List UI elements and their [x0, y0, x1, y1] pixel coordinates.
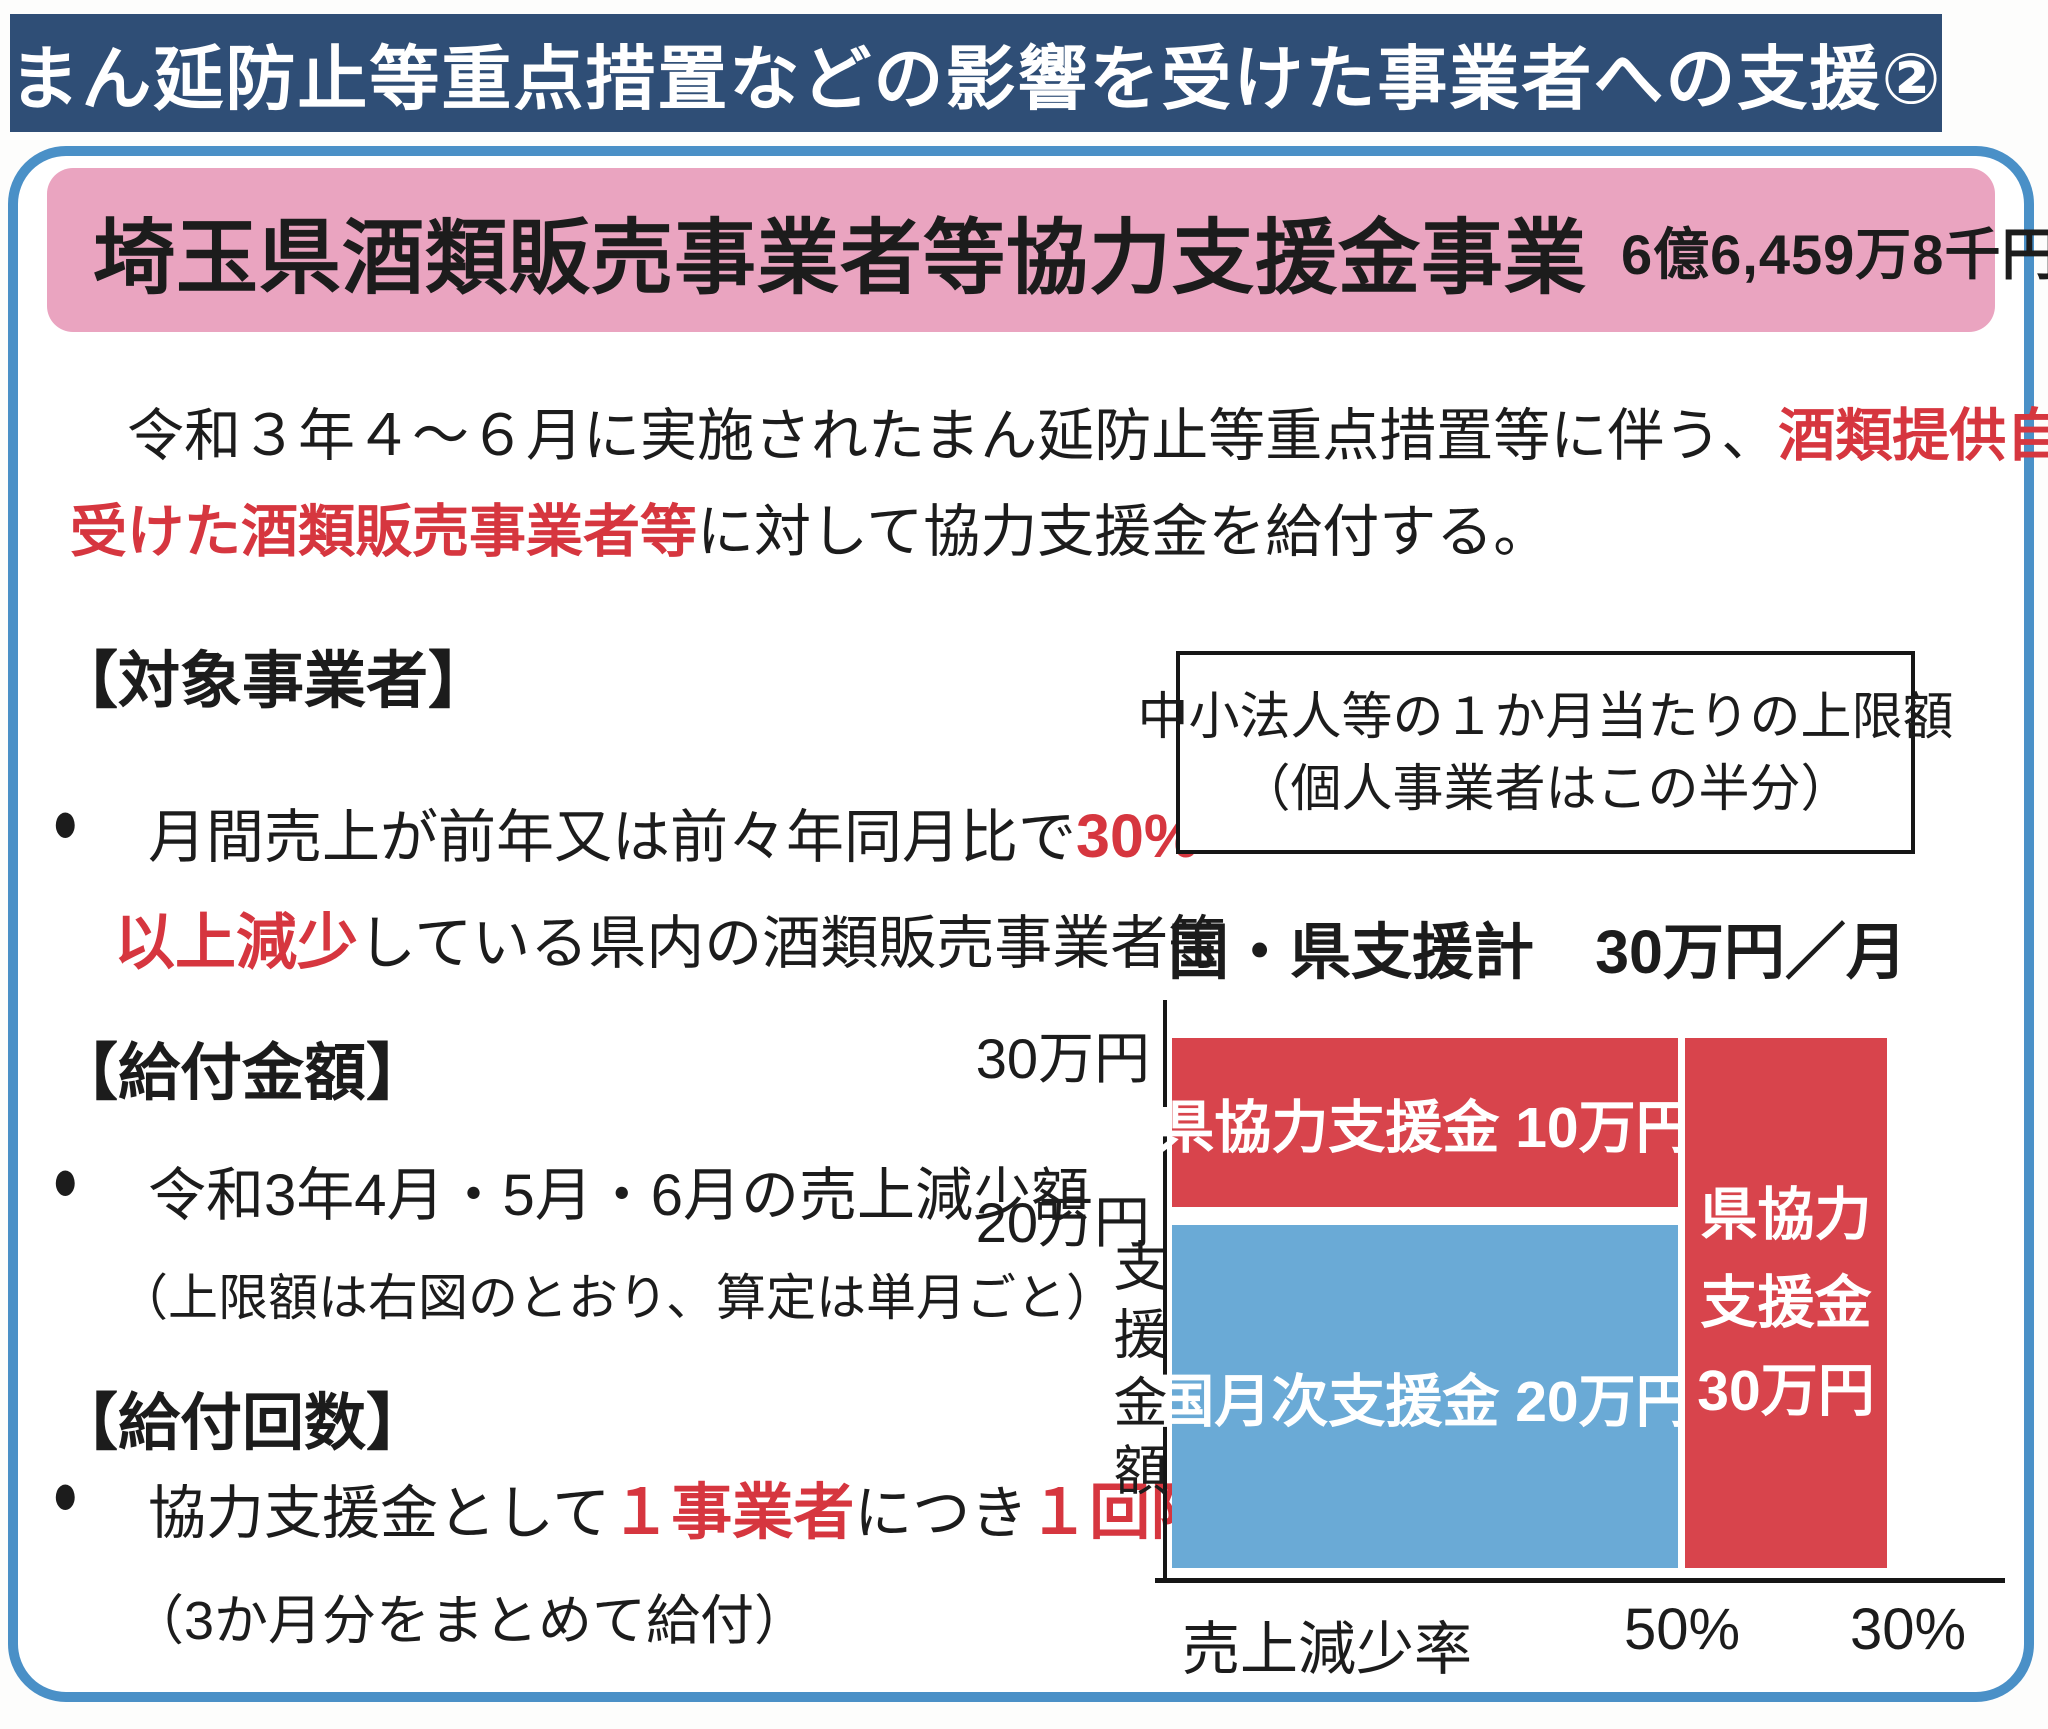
eligible-line2-black: している県内の酒類販売事業者等 [358, 911, 1227, 976]
intro-line2-red: 受けた酒類販売事業者等 [70, 500, 697, 564]
y-tick-30: 30万円 [975, 1027, 1150, 1090]
count-line1-black1: 協力支援金として [148, 1481, 611, 1546]
y-axis-label: 支援金額 [1105, 1238, 1165, 1510]
bar-prefecture-support-30: 県協力 支援金 30万円 [1685, 1038, 1887, 1568]
chart-y-axis-line [1163, 1000, 1167, 1582]
program-title: 埼玉県酒類販売事業者等協力支援金事業 [93, 212, 1588, 304]
cap-note-box: 中小法人等の１か月当たりの上限額 （個人事業者はこの半分） [1138, 651, 1954, 854]
bar-label-prefecture-10: 県協力支援金 10万円 [1157, 1095, 1693, 1160]
bullet-icon: ● [52, 1147, 79, 1214]
intro-line1-red: 酒類提供自粛要請の影響を大きく [1778, 404, 2048, 468]
bar30-line3: 30万円 [1697, 1359, 1875, 1423]
chart-x-axis-line [1155, 1578, 2005, 1583]
intro-line1-black: 令和３年４～６月に実施されたまん延防止等重点措置等に伴う、 [70, 404, 1779, 468]
section-amount-line1: 令和3年4月・5月・6月の売上減少額 [148, 1163, 1090, 1228]
bar-prefecture-support-10: 県協力支援金 10万円 [1157, 1038, 1693, 1207]
eligible-line2-red: 以上減少 [114, 908, 359, 976]
section-eligible-line1: 月間売上が前年又は前々年同月比で30% [148, 790, 1198, 874]
bar30-line1: 県協力 [1700, 1183, 1872, 1247]
cap-note-line2: （個人事業者はこの半分） [1239, 759, 1852, 817]
x-tick-50: 50% [1623, 1597, 1741, 1662]
intro-line2-black: に対して協力支援金を給付する。 [697, 500, 1551, 564]
bar-label-national-20: 国月次支援金 20万円 [1157, 1369, 1693, 1434]
bar-label-prefecture-30: 県協力 支援金 30万円 [1697, 1171, 1874, 1435]
section-amount-heading: 【給付金額】 [56, 1039, 429, 1108]
section-eligible-heading: 【対象事業者】 [56, 647, 491, 716]
chart-title: 国・県支援計 30万円／月 [1168, 918, 1907, 986]
section-count-heading: 【給付回数】 [56, 1389, 429, 1458]
section-count-line2: （3か月分をまとめて給付） [130, 1591, 809, 1651]
intro-line-1: 令和３年４～６月に実施されたまん延防止等重点措置等に伴う、酒類提供自粛要請の影響… [70, 388, 2048, 484]
header-banner: まん延防止等重点措置などの影響を受けた事業者への支援② [9, 14, 1943, 132]
bullet-icon: ● [52, 789, 79, 856]
bar-national-monthly-20: 国月次支援金 20万円 [1157, 1225, 1693, 1568]
cap-note-line1: 中小法人等の１か月当たりの上限額 [1137, 687, 1954, 745]
intro-line-2: 受けた酒類販売事業者等に対して協力支援金を給付する。 [70, 484, 1990, 580]
count-line1-black2: につき [854, 1481, 1029, 1546]
x-tick-30: 30% [1849, 1597, 1967, 1662]
program-budget: 6億6,459万8千円 [1621, 222, 2048, 286]
intro-paragraph: 令和３年４～６月に実施されたまん延防止等重点措置等に伴う、酒類提供自粛要請の影響… [70, 388, 2048, 580]
count-line1-red1: １事業者 [610, 1478, 855, 1546]
x-axis-label: 売上減少率 [1182, 1617, 1473, 1682]
y-tick-20: 20万円 [975, 1191, 1150, 1254]
eligible-line1-black: 月間売上が前年又は前々年同月比で [148, 805, 1077, 870]
section-eligible-line2: 以上減少している県内の酒類販売事業者等 [114, 892, 1226, 981]
program-banner: 埼玉県酒類販売事業者等協力支援金事業 6億6,459万8千円 [47, 168, 2048, 332]
bullet-icon: ● [52, 1461, 79, 1528]
bar30-line2: 支援金 [1700, 1271, 1872, 1335]
section-amount-line2: （上限額は右図のとおり、算定は単月ごと） [118, 1270, 1116, 1326]
header-banner-title: まん延防止等重点措置などの影響を受けた事業者への支援② [9, 39, 1943, 118]
